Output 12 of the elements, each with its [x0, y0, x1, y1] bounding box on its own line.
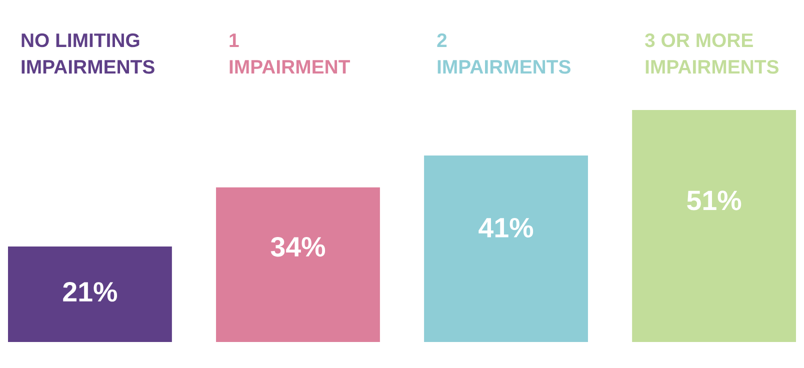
x-tick-label: 3 OR MORE IMPAIRMENTS: [645, 33, 778, 74]
bar: [424, 155, 588, 342]
data-label: 41%: [478, 218, 534, 238]
bar: [216, 187, 380, 342]
data-label: 21%: [63, 282, 118, 302]
bar: [8, 246, 172, 342]
data-label: 51%: [687, 190, 742, 210]
x-tick-label: 2 IMPAIRMENTS: [437, 33, 570, 74]
x-tick-label: 1 IMPAIRMENT: [230, 34, 350, 74]
x-tick-label: NO LIMITING IMPAIRMENTS: [22, 33, 154, 74]
data-label: 34%: [270, 236, 326, 257]
bar: [632, 110, 796, 342]
